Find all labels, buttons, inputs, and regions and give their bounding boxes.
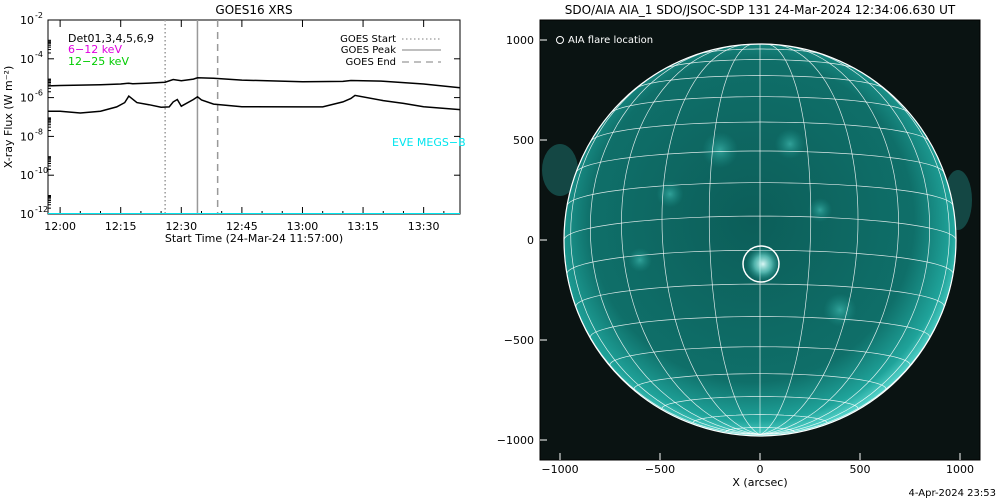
longitude-line xyxy=(759,45,899,435)
aia-y-tick-label: −1000 xyxy=(497,434,534,447)
y-tick-exponent: -12 xyxy=(35,205,48,214)
legend-6-12kev: 6−12 keV xyxy=(68,43,122,56)
legend-goes-end: GOES End xyxy=(346,57,396,68)
lc-ylabel: X-ray Flux (W m⁻²) xyxy=(2,66,15,168)
x-tick-label: 12:00 xyxy=(44,220,76,233)
aia-xlabel: X (arcsec) xyxy=(732,476,787,489)
y-tick-exponent: -6 xyxy=(35,89,43,98)
lc-xlabel: Start Time (24-Mar-24 11:57:00) xyxy=(165,232,343,245)
active-region-patch xyxy=(702,132,738,168)
series-line-short xyxy=(48,94,460,114)
aia-title: SDO/AIA AIA_1 SDO/JSOC-SDP 131 24-Mar-20… xyxy=(565,3,956,17)
flare-location-circle xyxy=(742,245,780,283)
date-stamp: 4-Apr-2024 23:53 xyxy=(909,488,996,499)
aia-x-tick-label: 500 xyxy=(850,463,871,476)
aia-limb-glow-left xyxy=(542,144,578,196)
x-tick-label: 12:15 xyxy=(105,220,137,233)
aia-legend: AIA flare location xyxy=(568,35,653,46)
longitude-line xyxy=(570,63,761,435)
aia-image-panel: SDO/AIA AIA_1 SDO/JSOC-SDP 131 24-Mar-20… xyxy=(497,3,996,499)
longitude-line xyxy=(759,43,812,435)
legend-circle-icon xyxy=(556,36,564,44)
aia-x-tick-label: −500 xyxy=(645,463,675,476)
legend-12-25kev: 12−25 keV xyxy=(68,55,129,68)
lc-title: GOES16 XRS xyxy=(215,3,292,17)
aia-x-tick-label: 0 xyxy=(757,463,764,476)
aia-x-tick-label: −1000 xyxy=(541,463,578,476)
legend-goes-start: GOES Start xyxy=(340,34,396,45)
y-tick-label: 10 xyxy=(20,169,34,182)
longitude-line xyxy=(759,44,859,435)
y-tick-exponent: -2 xyxy=(35,11,43,20)
longitude-line xyxy=(759,63,950,435)
active-region-patch xyxy=(775,129,805,159)
x-tick-label: 13:15 xyxy=(347,220,379,233)
x-tick-label: 13:00 xyxy=(287,220,319,233)
y-tick-label: 10 xyxy=(20,53,34,66)
active-region-patch xyxy=(808,198,832,222)
aia-axis-ticks: −1000 −500 0 500 1000 1000 500 0 −500 −1000 xyxy=(497,34,974,476)
y-tick-label: 10 xyxy=(20,208,34,221)
longitude-line xyxy=(708,43,761,435)
longitude-line xyxy=(621,45,761,435)
aia-y-tick-label: 500 xyxy=(513,134,534,147)
legend-det: Det01,3,4,5,6,9 xyxy=(68,32,154,45)
aia-y-tick-label: 0 xyxy=(527,234,534,247)
longitude-line xyxy=(589,48,761,435)
aia-y-tick-label: −500 xyxy=(504,334,534,347)
y-tick-label: 10 xyxy=(20,130,34,143)
sun-limb xyxy=(563,43,957,437)
x-tick-label: 12:45 xyxy=(226,220,258,233)
active-region-patch xyxy=(823,293,857,327)
legend-goes-peak: GOES Peak xyxy=(341,45,396,56)
aia-x-tick-label: 1000 xyxy=(946,463,974,476)
active-region-patch xyxy=(628,248,652,272)
y-tick-label: 10 xyxy=(20,14,34,27)
y-tick-exponent: -8 xyxy=(35,127,43,136)
longitude-line xyxy=(661,44,761,435)
y-tick-label: 10 xyxy=(20,92,34,105)
aia-y-tick-label: 1000 xyxy=(506,34,534,47)
longitude-line xyxy=(759,48,931,435)
lc-x-ticks: 12:00 12:15 12:30 12:45 13:00 13:15 13:30 xyxy=(44,20,445,233)
x-tick-label: 13:30 xyxy=(408,220,440,233)
eve-annotation: EVE MEGS−B xyxy=(392,136,466,149)
series-line-long xyxy=(48,77,460,89)
flare-bright-region xyxy=(745,246,781,282)
y-tick-exponent: -4 xyxy=(35,50,43,59)
x-tick-label: 12:30 xyxy=(165,220,197,233)
y-tick-exponent: -10 xyxy=(35,166,48,175)
